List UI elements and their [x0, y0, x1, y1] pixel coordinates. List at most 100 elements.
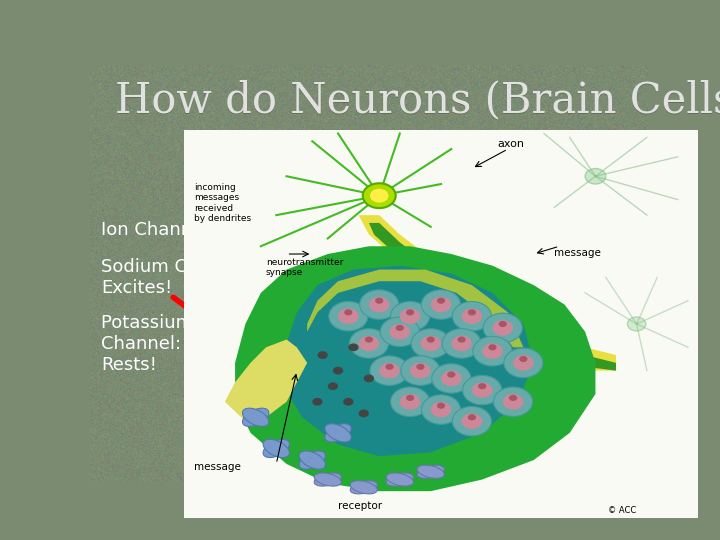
Circle shape	[369, 297, 390, 312]
Circle shape	[370, 188, 389, 202]
Ellipse shape	[263, 439, 289, 457]
Circle shape	[380, 317, 419, 347]
Circle shape	[457, 336, 466, 343]
Circle shape	[468, 414, 476, 421]
Circle shape	[482, 343, 503, 359]
Text: axon: axon	[498, 139, 525, 149]
Circle shape	[328, 382, 338, 390]
Circle shape	[492, 320, 513, 336]
Circle shape	[462, 414, 482, 429]
Text: © ACC: © ACC	[608, 505, 636, 515]
Circle shape	[452, 407, 492, 436]
Circle shape	[385, 363, 394, 370]
Circle shape	[390, 324, 410, 340]
Circle shape	[343, 398, 354, 406]
Circle shape	[349, 329, 389, 358]
Text: neurotransmitter
synapse: neurotransmitter synapse	[266, 258, 343, 278]
Circle shape	[410, 363, 431, 379]
Circle shape	[509, 395, 517, 401]
Polygon shape	[282, 266, 534, 456]
Circle shape	[488, 344, 497, 350]
Circle shape	[519, 356, 528, 362]
Text: Potassium, Choride
Channel:
Rests!: Potassium, Choride Channel: Rests!	[101, 314, 275, 374]
Circle shape	[442, 329, 481, 358]
Circle shape	[411, 329, 450, 358]
Polygon shape	[307, 269, 523, 347]
Circle shape	[359, 409, 369, 417]
Circle shape	[473, 336, 512, 366]
Circle shape	[406, 309, 414, 315]
Circle shape	[421, 290, 461, 319]
Circle shape	[400, 308, 420, 324]
Ellipse shape	[417, 465, 444, 478]
Circle shape	[401, 356, 440, 386]
Text: message: message	[554, 248, 601, 258]
Text: message: message	[194, 462, 240, 472]
Circle shape	[585, 168, 606, 184]
Text: Ion Channel: Ion Channel	[101, 221, 209, 239]
Ellipse shape	[299, 451, 325, 469]
Polygon shape	[235, 246, 595, 491]
Circle shape	[379, 363, 400, 379]
Circle shape	[396, 325, 404, 331]
Ellipse shape	[314, 473, 341, 486]
Circle shape	[452, 301, 492, 331]
Ellipse shape	[299, 451, 325, 469]
Circle shape	[437, 298, 445, 304]
Text: Sodium Channel:
Excites!: Sodium Channel: Excites!	[101, 258, 255, 297]
Circle shape	[441, 370, 462, 386]
Ellipse shape	[243, 408, 269, 427]
Circle shape	[468, 309, 476, 315]
Circle shape	[504, 348, 543, 377]
Circle shape	[513, 355, 534, 370]
Circle shape	[478, 383, 486, 389]
Circle shape	[437, 402, 445, 409]
Ellipse shape	[386, 473, 413, 486]
Circle shape	[432, 363, 471, 393]
Text: How do Neurons (Brain Cells) work?: How do Neurons (Brain Cells) work?	[115, 80, 720, 122]
Circle shape	[483, 313, 522, 343]
Ellipse shape	[314, 473, 341, 486]
Circle shape	[421, 395, 461, 424]
Circle shape	[493, 387, 533, 416]
Circle shape	[312, 398, 323, 406]
Circle shape	[329, 301, 368, 331]
Circle shape	[431, 402, 451, 417]
Circle shape	[359, 336, 379, 351]
Ellipse shape	[243, 408, 269, 427]
Circle shape	[416, 363, 425, 370]
Ellipse shape	[263, 439, 289, 457]
Circle shape	[370, 356, 409, 386]
Circle shape	[447, 372, 456, 377]
Ellipse shape	[386, 473, 413, 486]
Circle shape	[360, 290, 399, 319]
Text: receptor: receptor	[338, 501, 382, 511]
Circle shape	[426, 336, 435, 343]
Circle shape	[363, 183, 396, 208]
Circle shape	[420, 336, 441, 351]
Text: How do Neurons (Brain Cells) work?: How do Neurons (Brain Cells) work?	[115, 79, 720, 122]
Ellipse shape	[350, 481, 377, 494]
Circle shape	[431, 297, 451, 312]
Circle shape	[390, 301, 430, 331]
Circle shape	[390, 387, 430, 416]
Ellipse shape	[325, 424, 351, 442]
Polygon shape	[359, 215, 616, 370]
Circle shape	[375, 298, 383, 304]
Circle shape	[338, 308, 359, 324]
Ellipse shape	[350, 481, 377, 494]
Circle shape	[627, 317, 646, 331]
Ellipse shape	[325, 424, 351, 442]
Circle shape	[364, 375, 374, 382]
Circle shape	[344, 309, 353, 315]
Text: incoming
messages
received
by dendrites: incoming messages received by dendrites	[194, 183, 251, 223]
Circle shape	[406, 395, 414, 401]
Circle shape	[400, 394, 420, 409]
Circle shape	[451, 336, 472, 351]
Circle shape	[318, 351, 328, 359]
Circle shape	[462, 308, 482, 324]
Circle shape	[365, 336, 373, 343]
Circle shape	[472, 382, 492, 398]
Circle shape	[463, 375, 502, 405]
Ellipse shape	[417, 465, 444, 478]
